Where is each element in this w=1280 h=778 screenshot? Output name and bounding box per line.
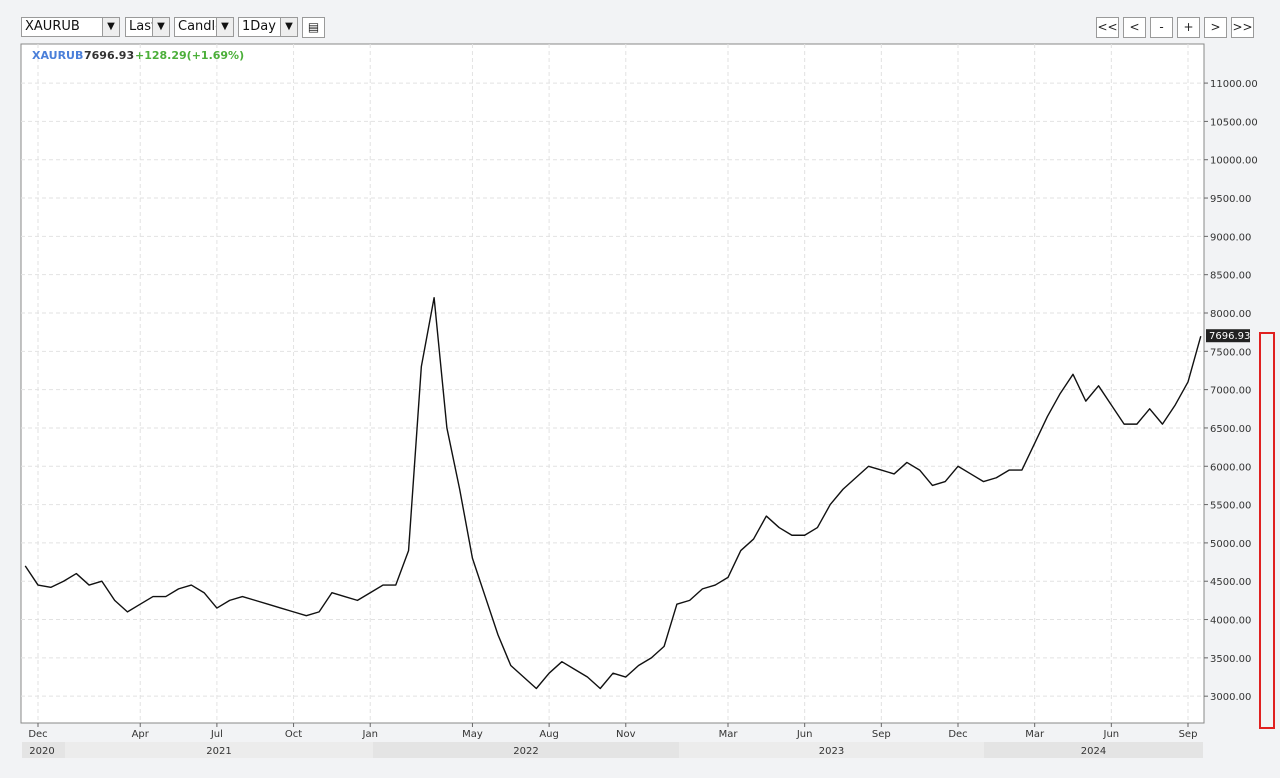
x-tick-label: Sep <box>1179 729 1198 740</box>
nav-button[interactable]: << <box>1096 17 1119 38</box>
year-band <box>373 742 679 758</box>
price-field-text: Last <box>129 19 157 34</box>
y-tick-label: 5000.00 <box>1210 539 1251 550</box>
year-label: 2023 <box>819 746 844 757</box>
toolbar: XAURUB ▼ Last ▼ Candle ▼ 1Day ▼ ▤ << < - + >… <box>0 0 1280 44</box>
x-tick-label: Dec <box>28 729 47 740</box>
settings-button[interactable]: ▤ <box>302 17 325 38</box>
legend-symbol: XAURUB <box>32 49 83 62</box>
x-tick-label: Jul <box>210 729 223 740</box>
year-label: 2021 <box>206 746 231 757</box>
x-tick-label: Mar <box>719 729 739 740</box>
y-tick-label: 9000.00 <box>1210 232 1251 243</box>
nav-button[interactable]: - <box>1150 17 1173 38</box>
x-tick-label: Sep <box>872 729 891 740</box>
nav-button[interactable]: + <box>1177 17 1200 38</box>
plot-area <box>20 43 1205 724</box>
x-tick-label: Mar <box>1025 729 1045 740</box>
year-label: 2020 <box>29 746 54 757</box>
symbol-text: XAURUB <box>25 19 80 34</box>
x-tick-label: Aug <box>539 729 559 740</box>
y-tick-label: 3000.00 <box>1210 692 1251 703</box>
y-tick-label: 7000.00 <box>1210 386 1251 397</box>
y-tick-label: 3500.00 <box>1210 654 1251 665</box>
year-band <box>984 742 1203 758</box>
legend-price: 7696.93 <box>84 49 134 62</box>
dropdown-arrow[interactable]: ▼ <box>216 18 233 36</box>
y-tick-label: 7500.00 <box>1210 347 1251 358</box>
highlight-box <box>1259 332 1275 729</box>
chart-style-select[interactable]: Candle ▼ <box>174 17 234 37</box>
x-tick-label: Nov <box>616 729 636 740</box>
x-tick-label: Jun <box>796 729 813 740</box>
year-label: 2024 <box>1081 746 1106 757</box>
x-tick-label: May <box>462 729 483 740</box>
y-tick-label: 9500.00 <box>1210 194 1251 205</box>
x-tick-label: Apr <box>132 729 150 740</box>
legend-change: +128.29(+1.69%) <box>135 49 244 62</box>
y-tick-label: 10000.00 <box>1210 156 1258 167</box>
y-tick-label: 10500.00 <box>1210 117 1258 128</box>
price-line <box>24 296 1202 690</box>
dropdown-arrow[interactable]: ▼ <box>280 18 297 36</box>
y-tick-label: 6500.00 <box>1210 424 1251 435</box>
y-tick-label: 11000.00 <box>1210 79 1258 90</box>
year-band <box>65 742 373 758</box>
y-tick-label: 8500.00 <box>1210 271 1251 282</box>
symbol-input[interactable]: XAURUB ▼ <box>21 17 120 37</box>
x-tick-label: Oct <box>285 729 302 740</box>
y-tick-label: 4500.00 <box>1210 577 1251 588</box>
year-band <box>22 742 65 758</box>
nav-button[interactable]: >> <box>1231 17 1254 38</box>
price-field-select[interactable]: Last ▼ <box>125 17 170 37</box>
x-tick-label: Jun <box>1103 729 1120 740</box>
year-label: 2022 <box>513 746 538 757</box>
last-price-tag-bg <box>1206 329 1250 343</box>
last-price-tag: 7696.93 <box>1209 331 1250 342</box>
x-tick-label: Dec <box>948 729 967 740</box>
y-tick-label: 6000.00 <box>1210 462 1251 473</box>
nav-button[interactable]: > <box>1204 17 1227 38</box>
nav-button[interactable]: < <box>1123 17 1146 38</box>
y-tick-label: 8000.00 <box>1210 309 1251 320</box>
x-tick-label: Jan <box>362 729 378 740</box>
dropdown-arrow[interactable]: ▼ <box>152 18 169 36</box>
dropdown-arrow[interactable]: ▼ <box>102 18 119 36</box>
chart-style-text: Candle <box>178 19 224 34</box>
year-band <box>679 742 984 758</box>
y-tick-label: 4000.00 <box>1210 616 1251 627</box>
interval-text: 1Day <box>242 19 276 34</box>
y-tick-label: 5500.00 <box>1210 501 1251 512</box>
interval-select[interactable]: 1Day ▼ <box>238 17 298 37</box>
